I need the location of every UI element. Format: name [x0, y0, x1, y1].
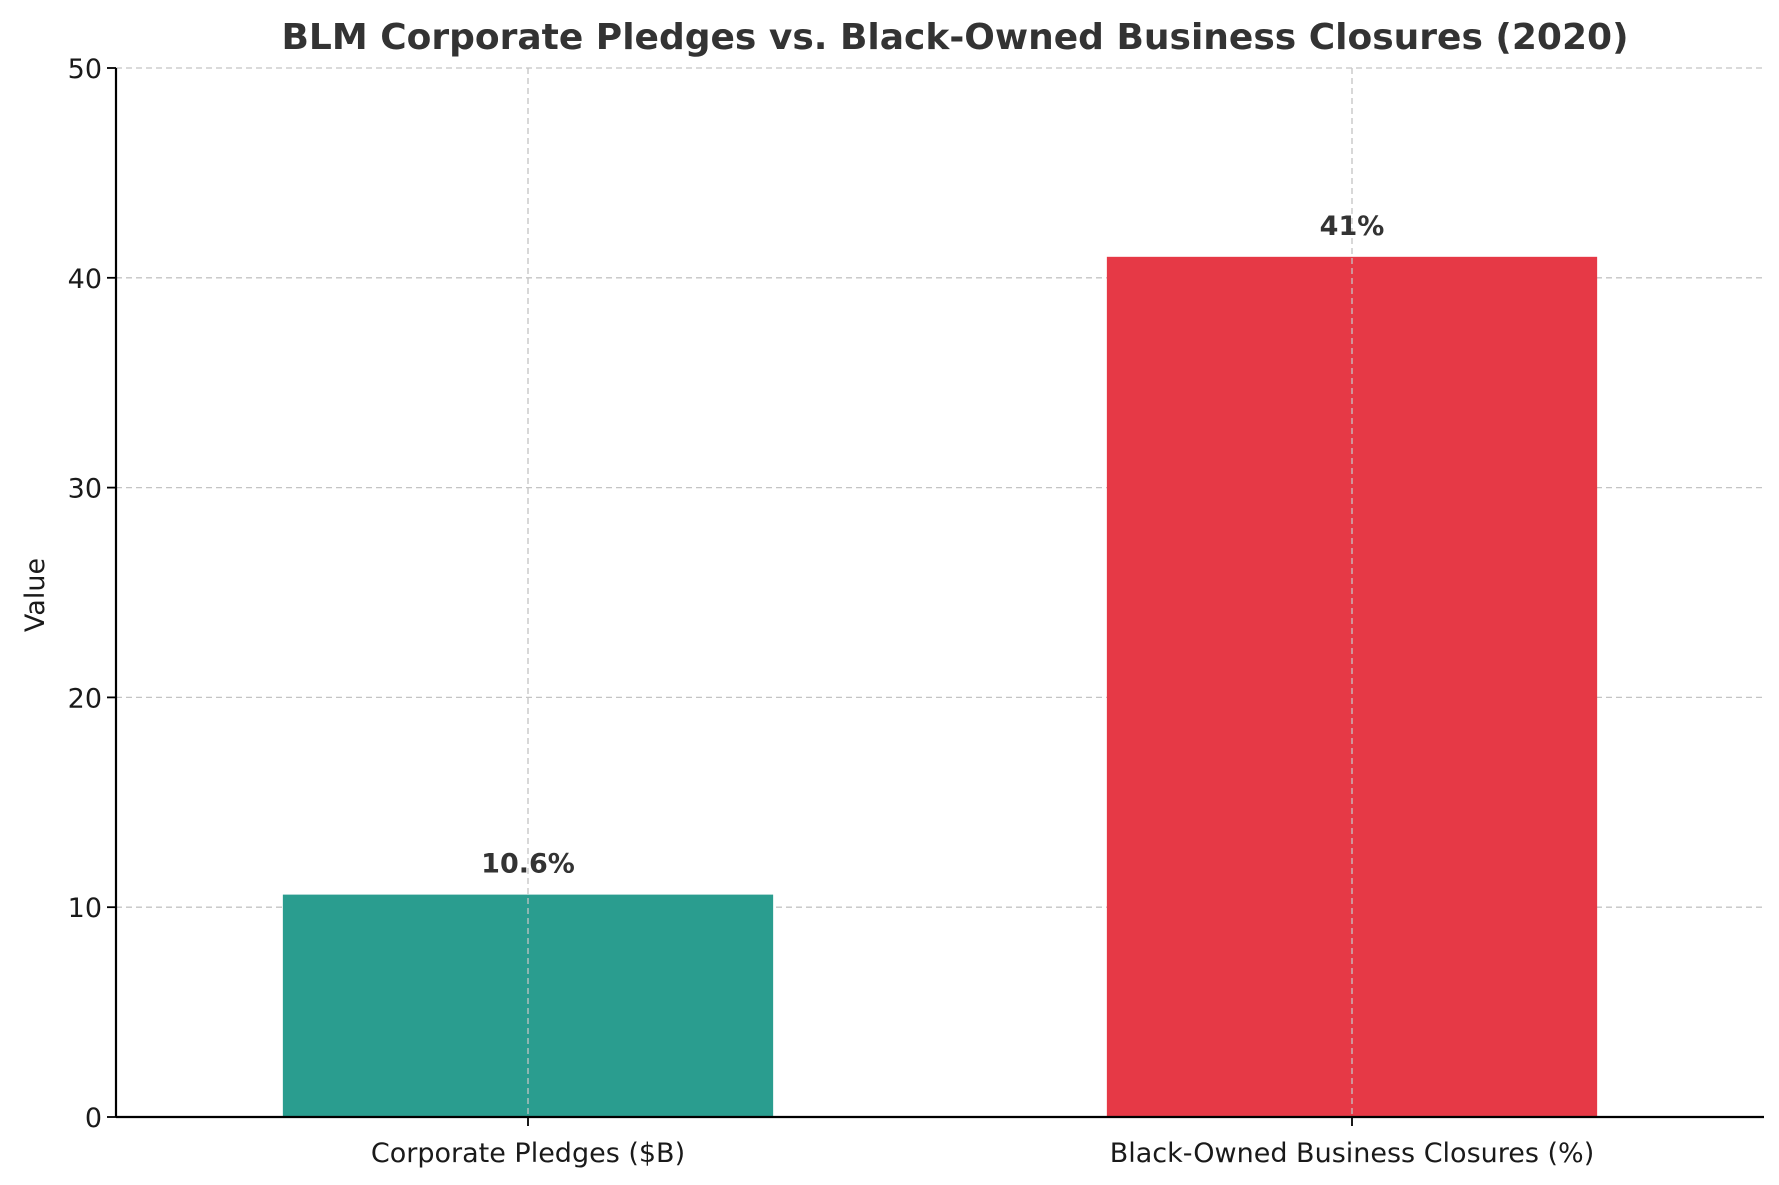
chart-title: BLM Corporate Pledges vs. Black-Owned Bu…: [281, 17, 1628, 58]
labels-layer: 0 10 20 30 40 50 Corporate Pledges ($B) 10.6% Bl…: [68, 54, 1595, 1169]
y-tick-label: 40: [68, 264, 102, 295]
bar-value-label: 41%: [1320, 211, 1385, 242]
y-tick-label: 20: [68, 683, 102, 714]
y-tick-label: 10: [68, 893, 102, 924]
x-tick-label: Black-Owned Business Closures (%): [1110, 1138, 1595, 1169]
y-tick-label: 50: [68, 54, 102, 85]
bar-value-label: 10.6%: [481, 849, 575, 880]
axes-layer: [107, 67, 1764, 1126]
y-axis-label: Value: [20, 558, 51, 632]
x-tick-label: Corporate Pledges ($B): [371, 1138, 685, 1169]
y-tick-label: 0: [85, 1103, 102, 1134]
bar: [1106, 256, 1598, 1117]
y-tick-label: 30: [68, 474, 102, 505]
bars-layer: [282, 68, 1598, 1117]
